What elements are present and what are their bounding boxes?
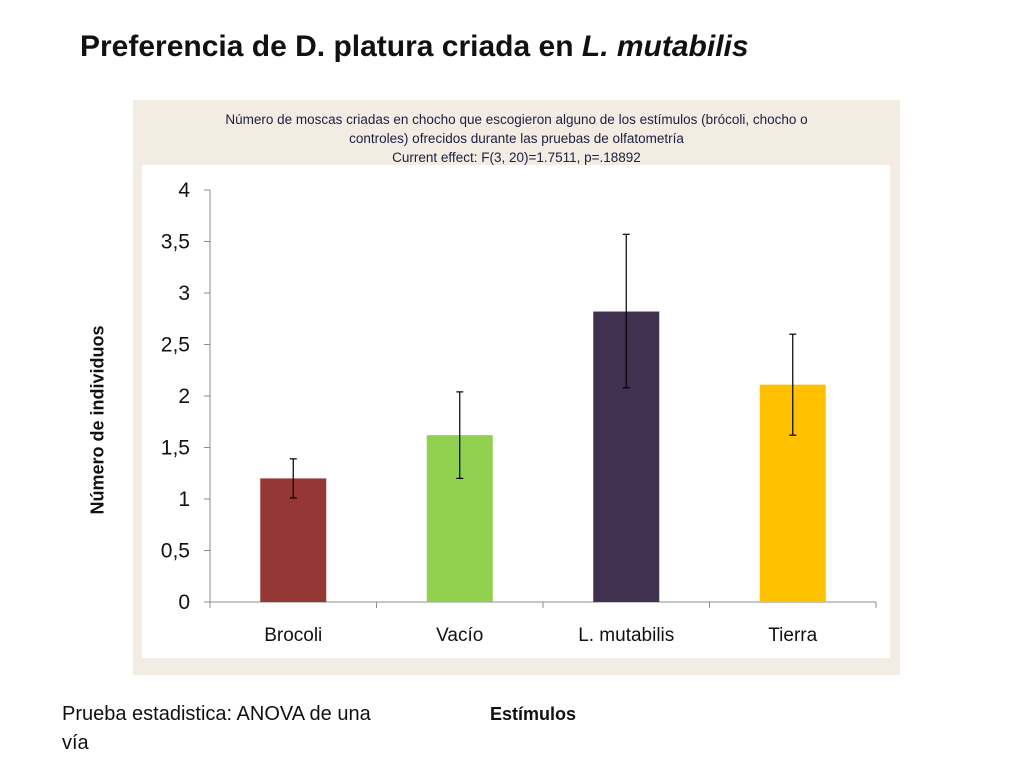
x-category-label: L. mutabilis: [578, 625, 674, 646]
figure-header-line-3: Current effect: F(3, 20)=1.7511, p=.1889…: [392, 150, 641, 165]
chart-labels: 0 0,5 1 1,5 2 2,5 3 3,5 4 Brocoli Vacío L. mutabili…: [161, 179, 818, 646]
x-category-label: Vacío: [436, 625, 483, 646]
figure-header-line-2: controles) ofrecidos durante las pruebas…: [349, 131, 684, 146]
y-tick-label: 4: [178, 179, 190, 202]
statistical-test-note: Prueba estadistica: ANOVA de una vía: [62, 703, 371, 754]
y-tick-label: 1: [178, 488, 190, 511]
figure-header: Número de moscas criadas en chocho que e…: [133, 110, 900, 167]
y-tick-label: 0: [178, 591, 190, 614]
y-tick-label: 0,5: [161, 540, 190, 563]
y-tick-label: 3: [178, 282, 190, 305]
chart-bars: [260, 233, 826, 602]
bar: [260, 478, 327, 602]
y-tick-label: 3,5: [161, 231, 190, 254]
y-tick-label: 2: [178, 385, 190, 408]
y-tick-label: 1,5: [161, 437, 190, 460]
y-tick-label: 2,5: [161, 334, 190, 357]
figure-header-line-1: Número de moscas criadas en chocho que e…: [225, 112, 808, 127]
x-axis-title: Estímulos: [489, 704, 577, 724]
slide-title-text: Preferencia de D. platura criada en: [80, 30, 582, 63]
y-axis-title: Número de individuos: [87, 325, 108, 515]
slide-title: Preferencia de D. platura criada en L. m…: [80, 30, 749, 64]
slide-title-emphasis: L. mutabilis: [581, 30, 749, 63]
x-category-label: Brocoli: [264, 625, 322, 646]
x-category-label: Tierra: [768, 625, 817, 646]
